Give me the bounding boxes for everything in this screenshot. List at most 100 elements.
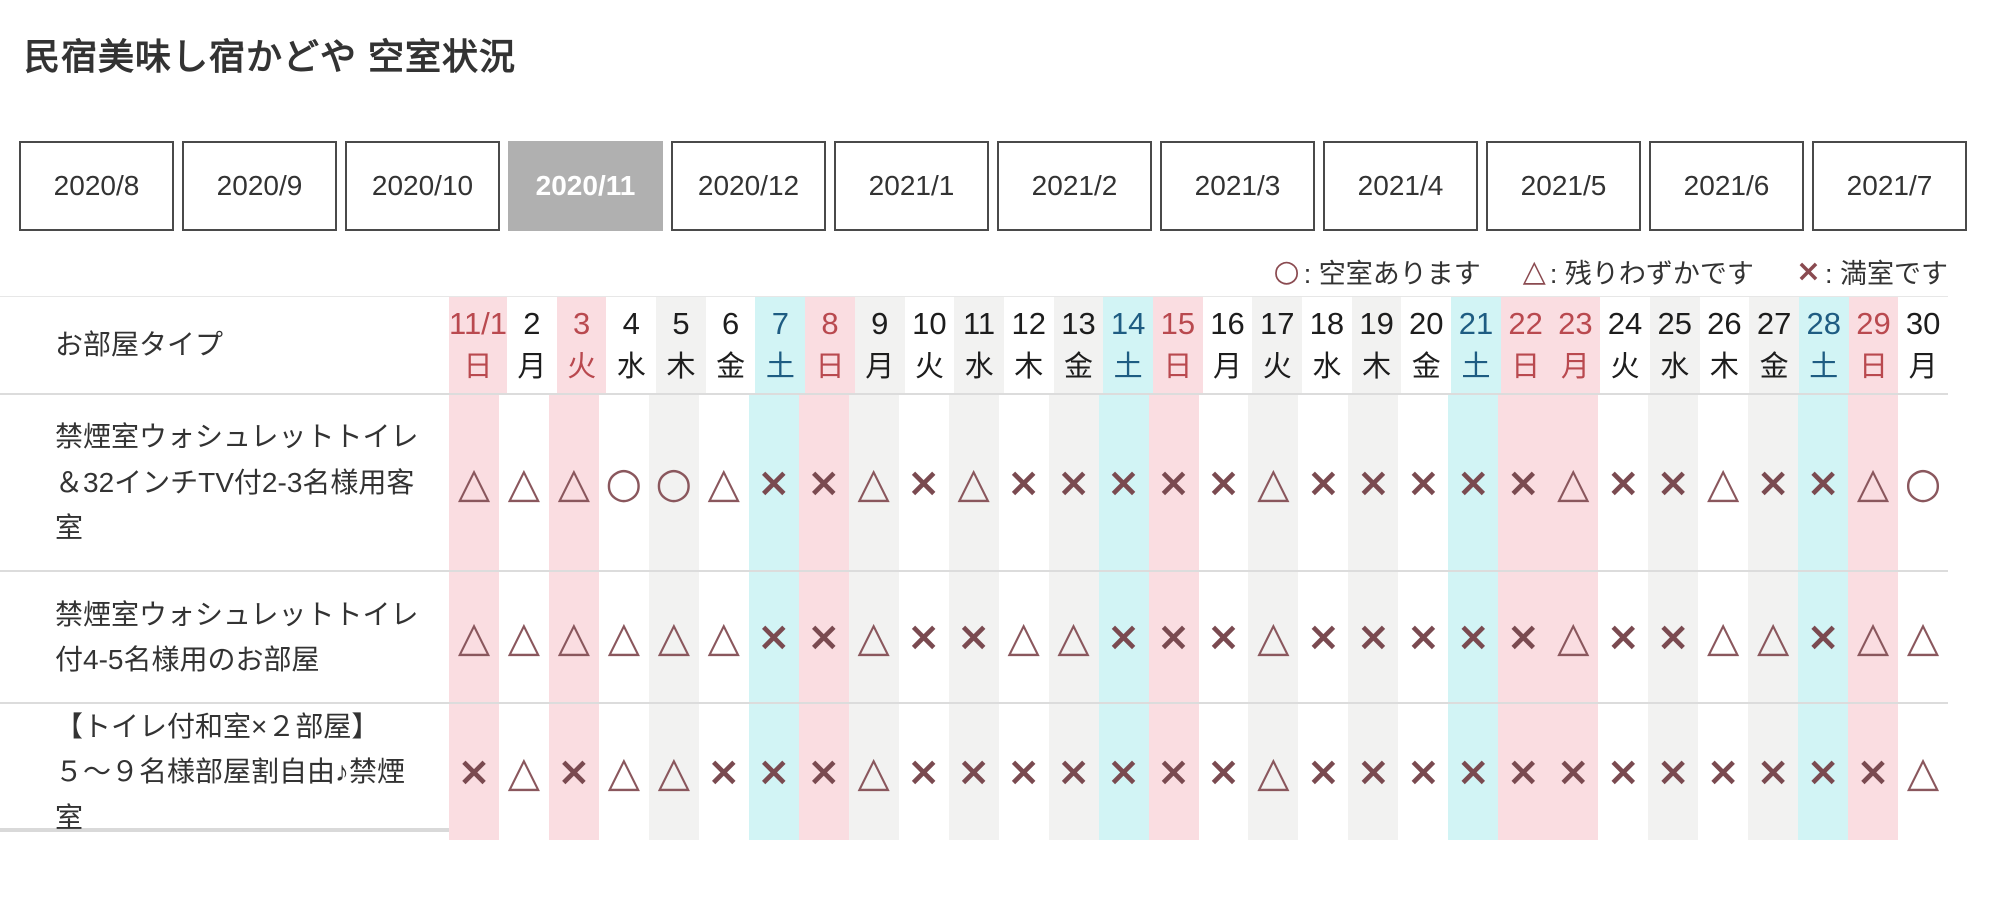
cross-full-icon: × bbox=[457, 749, 491, 796]
day-date: 26 bbox=[1707, 305, 1742, 341]
cross-full-icon: × bbox=[1456, 459, 1491, 506]
availability-cell[interactable]: △ bbox=[1248, 704, 1299, 841]
availability-cell[interactable]: △ bbox=[1548, 395, 1599, 570]
availability-cell[interactable]: △ bbox=[1548, 572, 1599, 702]
availability-cell[interactable]: △ bbox=[598, 704, 649, 841]
availability-cell[interactable]: △ bbox=[598, 572, 649, 702]
tab-2020-11[interactable]: 2020/11 bbox=[508, 141, 663, 231]
availability-cell: × bbox=[1298, 704, 1349, 841]
day-of-week: 金 bbox=[1411, 351, 1441, 384]
day-date: 2 bbox=[523, 305, 541, 341]
triangle-few-icon: △ bbox=[1257, 612, 1290, 661]
day-header-23: 23 月 bbox=[1550, 297, 1601, 393]
availability-cell[interactable]: △ bbox=[698, 572, 749, 702]
availability-cell: × bbox=[1848, 704, 1899, 841]
availability-cell[interactable]: ○ bbox=[648, 395, 699, 570]
room-row-3: 【トイレ付和室×２部屋】５〜９名様部屋割自由♪禁煙室 × △ × △ △ × × × △ × × × × ×… bbox=[0, 704, 1948, 841]
day-of-week: 木 bbox=[666, 351, 696, 384]
availability-cell[interactable]: △ bbox=[1898, 572, 1948, 702]
availability-cell[interactable]: △ bbox=[948, 395, 999, 570]
cross-full-icon: × bbox=[1356, 749, 1391, 796]
cross-full-icon: × bbox=[1456, 749, 1491, 796]
availability-cell: × bbox=[898, 572, 949, 702]
day-date: 17 bbox=[1259, 305, 1295, 341]
day-date: 9 bbox=[871, 305, 889, 341]
cross-full-icon: × bbox=[806, 614, 841, 660]
availability-cell: × bbox=[1448, 704, 1499, 841]
page-title: 民宿美味し宿かどや 空室状況 bbox=[24, 36, 517, 77]
tab-2021-7[interactable]: 2021/7 bbox=[1812, 141, 1967, 231]
cross-full-icon: × bbox=[1656, 614, 1690, 660]
tab-2020-12[interactable]: 2020/12 bbox=[671, 141, 826, 231]
availability-cell[interactable]: ○ bbox=[598, 395, 649, 570]
tab-2021-5[interactable]: 2021/5 bbox=[1486, 141, 1641, 231]
availability-cell[interactable]: △ bbox=[548, 395, 599, 570]
availability-cell[interactable]: △ bbox=[1698, 572, 1749, 702]
availability-cell[interactable]: △ bbox=[498, 572, 549, 702]
triangle-few-icon: △ bbox=[1257, 747, 1290, 797]
availability-cell: × bbox=[1498, 572, 1549, 702]
cross-full-icon: × bbox=[1706, 749, 1740, 796]
tab-2020-9[interactable]: 2020/9 bbox=[182, 141, 337, 231]
availability-cell[interactable]: △ bbox=[498, 395, 549, 570]
availability-cell[interactable]: △ bbox=[1848, 572, 1899, 702]
availability-cell[interactable]: △ bbox=[848, 572, 899, 702]
availability-cell[interactable]: △ bbox=[1848, 395, 1899, 570]
availability-cell[interactable]: △ bbox=[1748, 572, 1799, 702]
availability-cell[interactable]: △ bbox=[1048, 572, 1099, 702]
cross-full-icon: × bbox=[1156, 459, 1191, 506]
availability-cell[interactable]: △ bbox=[698, 395, 749, 570]
day-date: 30 bbox=[1905, 305, 1941, 341]
availability-cell[interactable]: △ bbox=[1698, 395, 1749, 570]
availability-cell: × bbox=[1398, 572, 1449, 702]
cross-full-icon: × bbox=[806, 459, 841, 506]
availability-cell: × bbox=[898, 395, 949, 570]
day-date: 12 bbox=[1011, 305, 1046, 341]
tab-2020-8[interactable]: 2020/8 bbox=[19, 141, 174, 231]
cross-full-icon: × bbox=[1556, 749, 1590, 796]
day-date: 21 bbox=[1458, 305, 1494, 341]
availability-cell[interactable]: △ bbox=[449, 395, 499, 570]
triangle-few-icon: △ bbox=[1557, 457, 1590, 507]
day-of-week: 月 bbox=[1560, 351, 1590, 384]
tab-2021-4[interactable]: 2021/4 bbox=[1323, 141, 1478, 231]
cross-full-icon: × bbox=[1206, 749, 1241, 796]
cross-icon: × bbox=[1795, 254, 1821, 289]
availability-cell[interactable]: △ bbox=[1248, 572, 1299, 702]
availability-cell[interactable]: △ bbox=[548, 572, 599, 702]
availability-cell[interactable]: △ bbox=[998, 572, 1049, 702]
month-tabs: 2020/8 2020/9 2020/10 2020/11 2020/12 2021/1 2… bbox=[19, 141, 1967, 231]
availability-cell: × bbox=[898, 704, 949, 841]
availability-cell: × bbox=[1398, 704, 1449, 841]
availability-cell: × bbox=[1198, 572, 1249, 702]
availability-cell[interactable]: △ bbox=[1898, 704, 1948, 841]
availability-cell[interactable]: △ bbox=[498, 704, 549, 841]
day-of-week: 土 bbox=[765, 351, 795, 384]
availability-cell[interactable]: ○ bbox=[1898, 395, 1948, 570]
cross-full-icon: × bbox=[1606, 749, 1640, 796]
day-of-week: 木 bbox=[1014, 351, 1044, 384]
triangle-few-icon: △ bbox=[857, 612, 890, 661]
availability-cell: × bbox=[1448, 572, 1499, 702]
availability-cell[interactable]: △ bbox=[648, 704, 699, 841]
legend-label: : 残りわずかです bbox=[1549, 259, 1754, 289]
availability-cell: × bbox=[1498, 395, 1549, 570]
availability-cell[interactable]: △ bbox=[848, 704, 899, 841]
tab-2020-10[interactable]: 2020/10 bbox=[345, 141, 500, 231]
tab-2021-1[interactable]: 2021/1 bbox=[834, 141, 989, 231]
availability-cell: × bbox=[1348, 395, 1399, 570]
availability-cell: × bbox=[449, 704, 499, 841]
triangle-few-icon: △ bbox=[557, 612, 591, 661]
tab-2021-2[interactable]: 2021/2 bbox=[997, 141, 1152, 231]
tab-2021-3[interactable]: 2021/3 bbox=[1160, 141, 1315, 231]
availability-cell[interactable]: △ bbox=[648, 572, 699, 702]
day-header-28: 28 土 bbox=[1798, 297, 1849, 393]
availability-cell[interactable]: △ bbox=[449, 572, 499, 702]
day-date: 24 bbox=[1607, 305, 1643, 341]
tab-2021-6[interactable]: 2021/6 bbox=[1649, 141, 1804, 231]
availability-cell[interactable]: △ bbox=[1248, 395, 1299, 570]
availability-cell: × bbox=[1748, 395, 1799, 570]
availability-cell[interactable]: △ bbox=[848, 395, 899, 570]
